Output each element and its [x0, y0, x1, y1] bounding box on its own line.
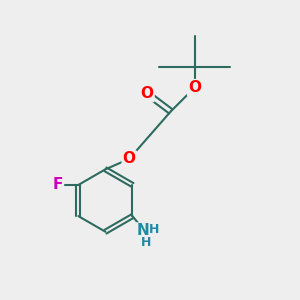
Text: H: H [141, 236, 151, 249]
Text: F: F [52, 177, 63, 192]
Text: O: O [188, 80, 201, 95]
Text: O: O [140, 86, 154, 101]
Text: H: H [149, 223, 159, 236]
Text: N: N [136, 224, 149, 238]
Text: O: O [123, 152, 136, 166]
